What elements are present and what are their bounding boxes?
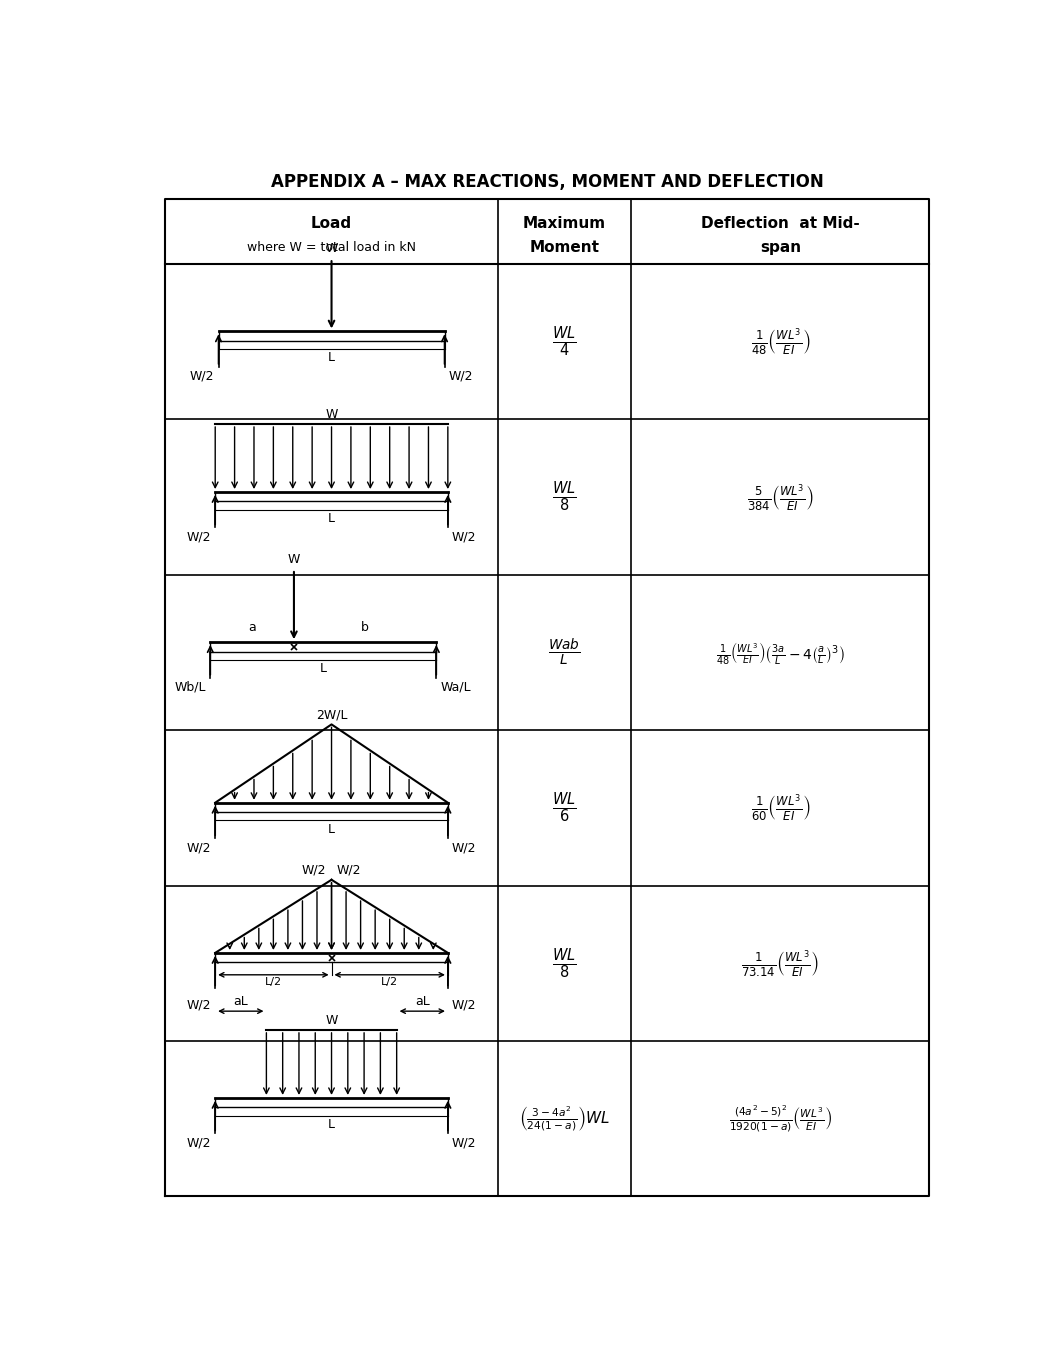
Text: Wb/L: Wb/L <box>175 681 207 694</box>
Text: L: L <box>320 662 326 675</box>
Text: b: b <box>361 621 369 633</box>
Text: span: span <box>760 240 801 255</box>
Text: $\frac{Wab}{L}$: $\frac{Wab}{L}$ <box>548 637 581 669</box>
Text: W: W <box>287 553 300 565</box>
Text: $\frac{1}{60}\left(\frac{WL^3}{EI}\right)$: $\frac{1}{60}\left(\frac{WL^3}{EI}\right… <box>750 792 810 823</box>
Text: W/2: W/2 <box>452 1136 476 1150</box>
Text: Load: Load <box>311 216 352 231</box>
Text: $\frac{1}{48}\left(\frac{WL^3}{EI}\right)\left(\frac{3a}{L}-4\left(\frac{a}{L}\r: $\frac{1}{48}\left(\frac{WL^3}{EI}\right… <box>717 640 845 666</box>
Text: $\frac{(4a^2-5)^2}{1920(1-a)}\left(\frac{WL^3}{EI}\right)$: $\frac{(4a^2-5)^2}{1920(1-a)}\left(\frac… <box>729 1104 832 1134</box>
Text: W/2: W/2 <box>190 370 214 382</box>
Text: L: L <box>328 823 335 835</box>
Text: L/2: L/2 <box>382 976 399 987</box>
Text: $\frac{WL}{8}$: $\frac{WL}{8}$ <box>552 480 577 514</box>
Text: 2W/L: 2W/L <box>316 708 348 721</box>
Text: W/2: W/2 <box>452 999 476 1012</box>
Text: W: W <box>325 408 338 420</box>
Text: where W = total load in kN: where W = total load in kN <box>247 241 416 254</box>
Text: $\frac{WL}{6}$: $\frac{WL}{6}$ <box>552 791 577 826</box>
Text: W/2: W/2 <box>187 999 211 1012</box>
Text: Maximum: Maximum <box>523 216 606 231</box>
Text: Moment: Moment <box>530 240 600 255</box>
Text: aL: aL <box>414 995 429 1008</box>
Text: W/2: W/2 <box>337 864 361 877</box>
Text: W/2: W/2 <box>302 864 326 877</box>
Text: $\frac{1}{48}\left(\frac{WL^3}{EI}\right)$: $\frac{1}{48}\left(\frac{WL^3}{EI}\right… <box>750 327 810 357</box>
Text: $\frac{WL}{8}$: $\frac{WL}{8}$ <box>552 946 577 980</box>
Text: W/2: W/2 <box>452 841 476 854</box>
Text: L: L <box>328 351 335 365</box>
Text: W/2: W/2 <box>448 370 473 382</box>
Text: L: L <box>328 1117 335 1131</box>
Text: $\frac{1}{73.14}\left(\frac{WL^3}{EI}\right)$: $\frac{1}{73.14}\left(\frac{WL^3}{EI}\ri… <box>741 948 819 979</box>
Text: aL: aL <box>233 995 248 1008</box>
Text: $\left(\frac{3-4a^2}{24(1-a)}\right)WL$: $\left(\frac{3-4a^2}{24(1-a)}\right)WL$ <box>519 1104 611 1134</box>
Text: W: W <box>325 243 338 255</box>
Text: Deflection  at Mid-: Deflection at Mid- <box>701 216 860 231</box>
Text: L/2: L/2 <box>265 976 282 987</box>
Text: APPENDIX A – MAX REACTIONS, MOMENT AND DEFLECTION: APPENDIX A – MAX REACTIONS, MOMENT AND D… <box>271 174 824 191</box>
Text: W: W <box>325 1014 338 1026</box>
Text: W/2: W/2 <box>187 841 211 854</box>
Text: $\frac{5}{384}\left(\frac{WL^3}{EI}\right)$: $\frac{5}{384}\left(\frac{WL^3}{EI}\righ… <box>747 481 814 513</box>
Text: Wa/L: Wa/L <box>440 681 471 694</box>
Text: L: L <box>328 511 335 525</box>
Text: W/2: W/2 <box>452 530 476 544</box>
Text: a: a <box>248 621 257 633</box>
Text: W/2: W/2 <box>187 530 211 544</box>
Text: W/2: W/2 <box>187 1136 211 1150</box>
Text: $\frac{WL}{4}$: $\frac{WL}{4}$ <box>552 324 577 359</box>
